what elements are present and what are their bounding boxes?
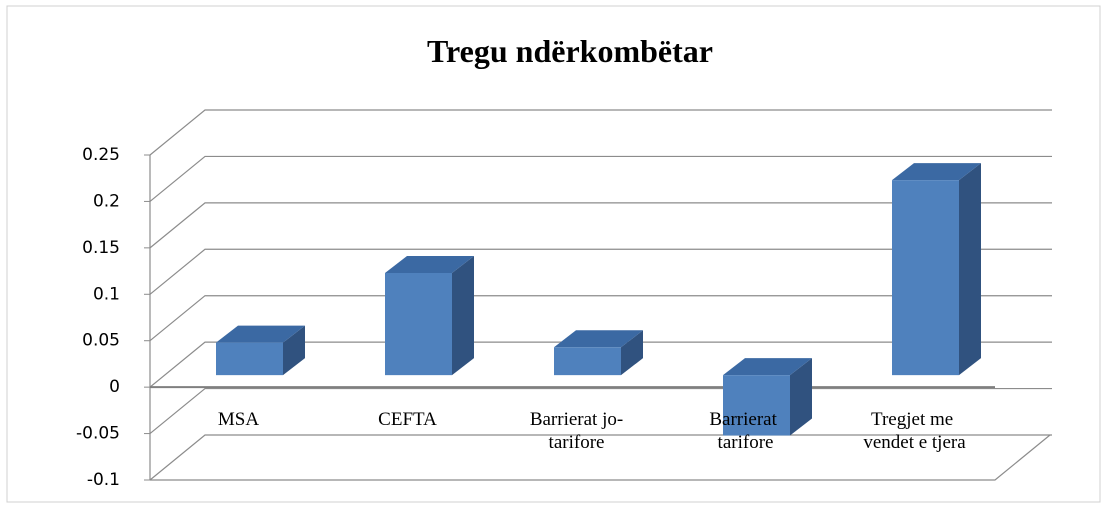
- bar-top: [385, 256, 474, 273]
- grid-line: [149, 155, 1052, 202]
- bar: [216, 325, 305, 376]
- label-line: vendet e tjera: [863, 432, 966, 453]
- x-tick-label: Tregjet me vendet e tjera: [863, 409, 966, 453]
- y-tick-label: -0.1: [87, 470, 120, 490]
- y-tick-label: -0.05: [76, 424, 120, 444]
- grid-line: [149, 202, 1052, 249]
- label-line: Barrierat jo-: [530, 409, 623, 430]
- label-line: MSA: [218, 409, 259, 430]
- x-tick-label: Barrierat jo-tarifore: [530, 409, 623, 453]
- bar-side: [959, 163, 981, 376]
- bar: [554, 330, 643, 376]
- bar-top: [723, 358, 812, 376]
- grid-line: [149, 248, 1052, 295]
- bar-side: [283, 325, 305, 376]
- grid-line: [149, 341, 1052, 388]
- label-line: Tregjet me: [871, 409, 958, 430]
- y-tick-label: 0.1: [93, 284, 120, 304]
- grid-line: [149, 109, 1052, 156]
- bar-side: [790, 358, 812, 436]
- x-tick-label: MSA: [218, 409, 259, 430]
- bar-front: [723, 375, 790, 436]
- bar: [385, 256, 474, 376]
- bar-front: [554, 347, 621, 376]
- x-tick-label: CEFTA: [378, 409, 437, 430]
- grid-line: [149, 295, 1052, 342]
- bar: [723, 358, 812, 436]
- bar-front: [385, 273, 452, 376]
- bar-side: [452, 256, 474, 376]
- bar-side: [621, 330, 643, 376]
- bar-front: [892, 180, 959, 376]
- bar: [892, 163, 981, 376]
- y-tick-label: 0.05: [82, 331, 120, 351]
- y-tick-label: 0.15: [82, 238, 120, 258]
- bar-front: [216, 342, 283, 376]
- x-tick-label: Barrierat tarifore: [709, 409, 781, 453]
- label-line: tarifore: [549, 432, 605, 453]
- chart-title: Tregu ndërkombëtar: [427, 33, 713, 69]
- y-tick-label: 0: [109, 377, 120, 397]
- bar-top: [554, 330, 643, 348]
- label-line: tarifore: [718, 432, 774, 453]
- bar-top: [892, 163, 981, 181]
- bar-top: [216, 325, 305, 343]
- label-line: CEFTA: [378, 409, 437, 430]
- y-tick-label: 0.25: [82, 145, 120, 165]
- floor: [150, 434, 1051, 481]
- label-line: Barrierat: [709, 409, 781, 430]
- y-tick-label: 0.2: [93, 191, 120, 211]
